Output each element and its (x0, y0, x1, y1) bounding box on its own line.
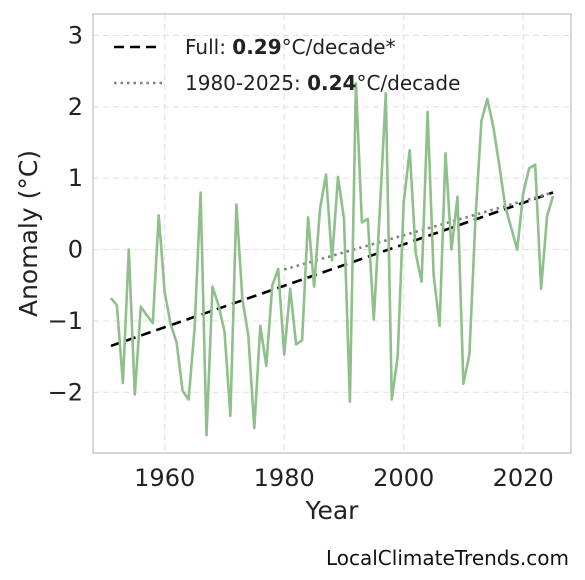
x-tick-label: 1960 (134, 464, 195, 492)
trendlines (110, 191, 554, 348)
series-line-0 (109, 81, 555, 437)
y-tick-label: 1 (68, 164, 83, 192)
y-tick-label: 0 (68, 236, 83, 264)
series (109, 81, 555, 437)
y-tick-label: 2 (68, 93, 83, 121)
grid (93, 14, 571, 453)
x-tick-label: 2020 (493, 464, 554, 492)
chart: 1960 1980 2000 2020 −2 −1 0 1 2 3 Year Anomaly (… (14, 13, 572, 525)
y-tick-label: −2 (48, 378, 83, 406)
trendline-0 (110, 191, 554, 348)
x-tick-label: 1980 (254, 464, 315, 492)
legend-entry-1980-2025: 1980-2025: 0.24°C/decade (185, 71, 460, 95)
x-tick-labels: 1960 1980 2000 2020 (134, 464, 554, 492)
y-tick-label: 3 (68, 21, 83, 49)
legend: Full: 0.29°C/decade* 1980-2025: 0.24°C/d… (114, 35, 460, 95)
site-credit: LocalClimateTrends.com (325, 546, 569, 570)
plot-frame (92, 13, 572, 454)
y-tick-labels: −2 −1 0 1 2 3 (48, 21, 83, 406)
x-axis-label: Year (305, 496, 360, 525)
y-axis-label: Anomaly (°C) (14, 150, 43, 317)
x-tick-label: 2000 (373, 464, 434, 492)
legend-entry-full: Full: 0.29°C/decade* (185, 35, 396, 59)
trendline-1 (283, 191, 554, 271)
y-tick-label: −1 (48, 307, 83, 335)
